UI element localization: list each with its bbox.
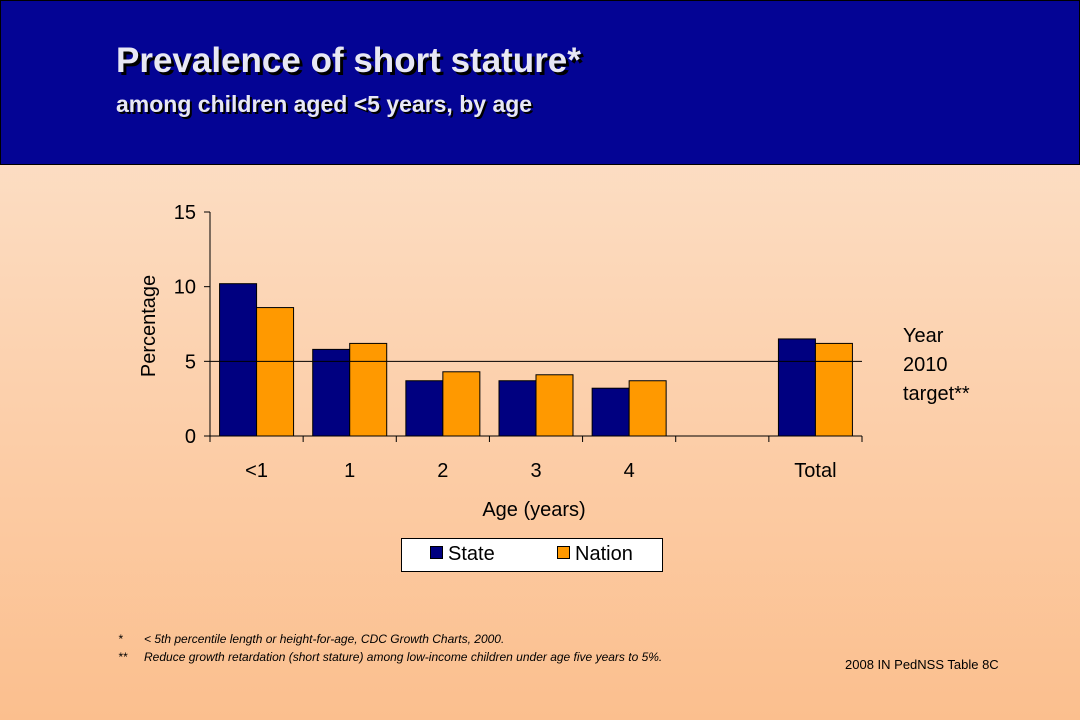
- footnote-1-text: < 5th percentile length or height-for-ag…: [144, 632, 505, 646]
- bar-state-2: [405, 380, 444, 437]
- target-label-line-2: 2010: [903, 354, 948, 376]
- footnote-1: * < 5th percentile length or height-for-a…: [118, 630, 662, 648]
- y-tick-label-15: 15: [174, 202, 196, 224]
- bar-nation-1: [349, 342, 388, 437]
- y-axis-title: Percentage: [138, 275, 160, 377]
- footnote-1-mark: *: [118, 632, 123, 646]
- bar-nation-3: [535, 374, 574, 437]
- footnote-2-mark: **: [118, 650, 128, 664]
- footnotes: * < 5th percentile length or height-for-a…: [118, 630, 662, 666]
- source-note: 2008 IN PedNSS Table 8C: [845, 657, 999, 672]
- bar-state-4: [591, 387, 630, 437]
- bar-nation-0: [256, 307, 295, 437]
- footnote-2: ** Reduce growth retardation (short statu…: [118, 648, 662, 666]
- chart-title: Prevalence of short stature*: [116, 41, 581, 80]
- bar-nation-6: [814, 342, 853, 437]
- bar-state-6: [777, 338, 816, 437]
- y-tick-label-10: 10: [174, 277, 196, 299]
- legend-item-nation: Nation: [557, 543, 633, 566]
- bar-nation-4: [628, 380, 667, 437]
- legend-swatch-state: [430, 546, 443, 560]
- y-tick-label-5: 5: [185, 351, 196, 373]
- y-tick-label-0: 0: [185, 426, 196, 448]
- target-label: Year 2010 target**: [903, 322, 993, 409]
- x-tick-label-3: 3: [530, 460, 541, 482]
- legend-label-state: State: [448, 543, 495, 565]
- footnote-2-text: Reduce growth retardation (short stature…: [144, 650, 663, 664]
- x-tick-label-0: <1: [245, 460, 268, 482]
- target-label-line-3: target**: [903, 383, 970, 405]
- bar-state-3: [498, 380, 537, 437]
- legend-label-nation: Nation: [575, 543, 633, 565]
- chart-legend: State Nation: [401, 538, 663, 572]
- target-label-line-1: Year: [903, 325, 944, 347]
- bar-state-0: [219, 283, 258, 437]
- bar-state-1: [312, 348, 351, 437]
- x-axis-title: Age (years): [482, 499, 585, 521]
- x-tick-label-1: 1: [344, 460, 355, 482]
- x-tick-label-4: 4: [624, 460, 635, 482]
- legend-item-state: State: [430, 543, 495, 566]
- title-banner: Prevalence of short stature* among child…: [0, 0, 1080, 165]
- x-tick-label-2: 2: [437, 460, 448, 482]
- bar-nation-2: [442, 371, 481, 437]
- legend-swatch-nation: [557, 546, 570, 560]
- chart-subtitle: among children aged <5 years, by age: [116, 91, 533, 117]
- x-tick-label-6: Total: [794, 460, 836, 482]
